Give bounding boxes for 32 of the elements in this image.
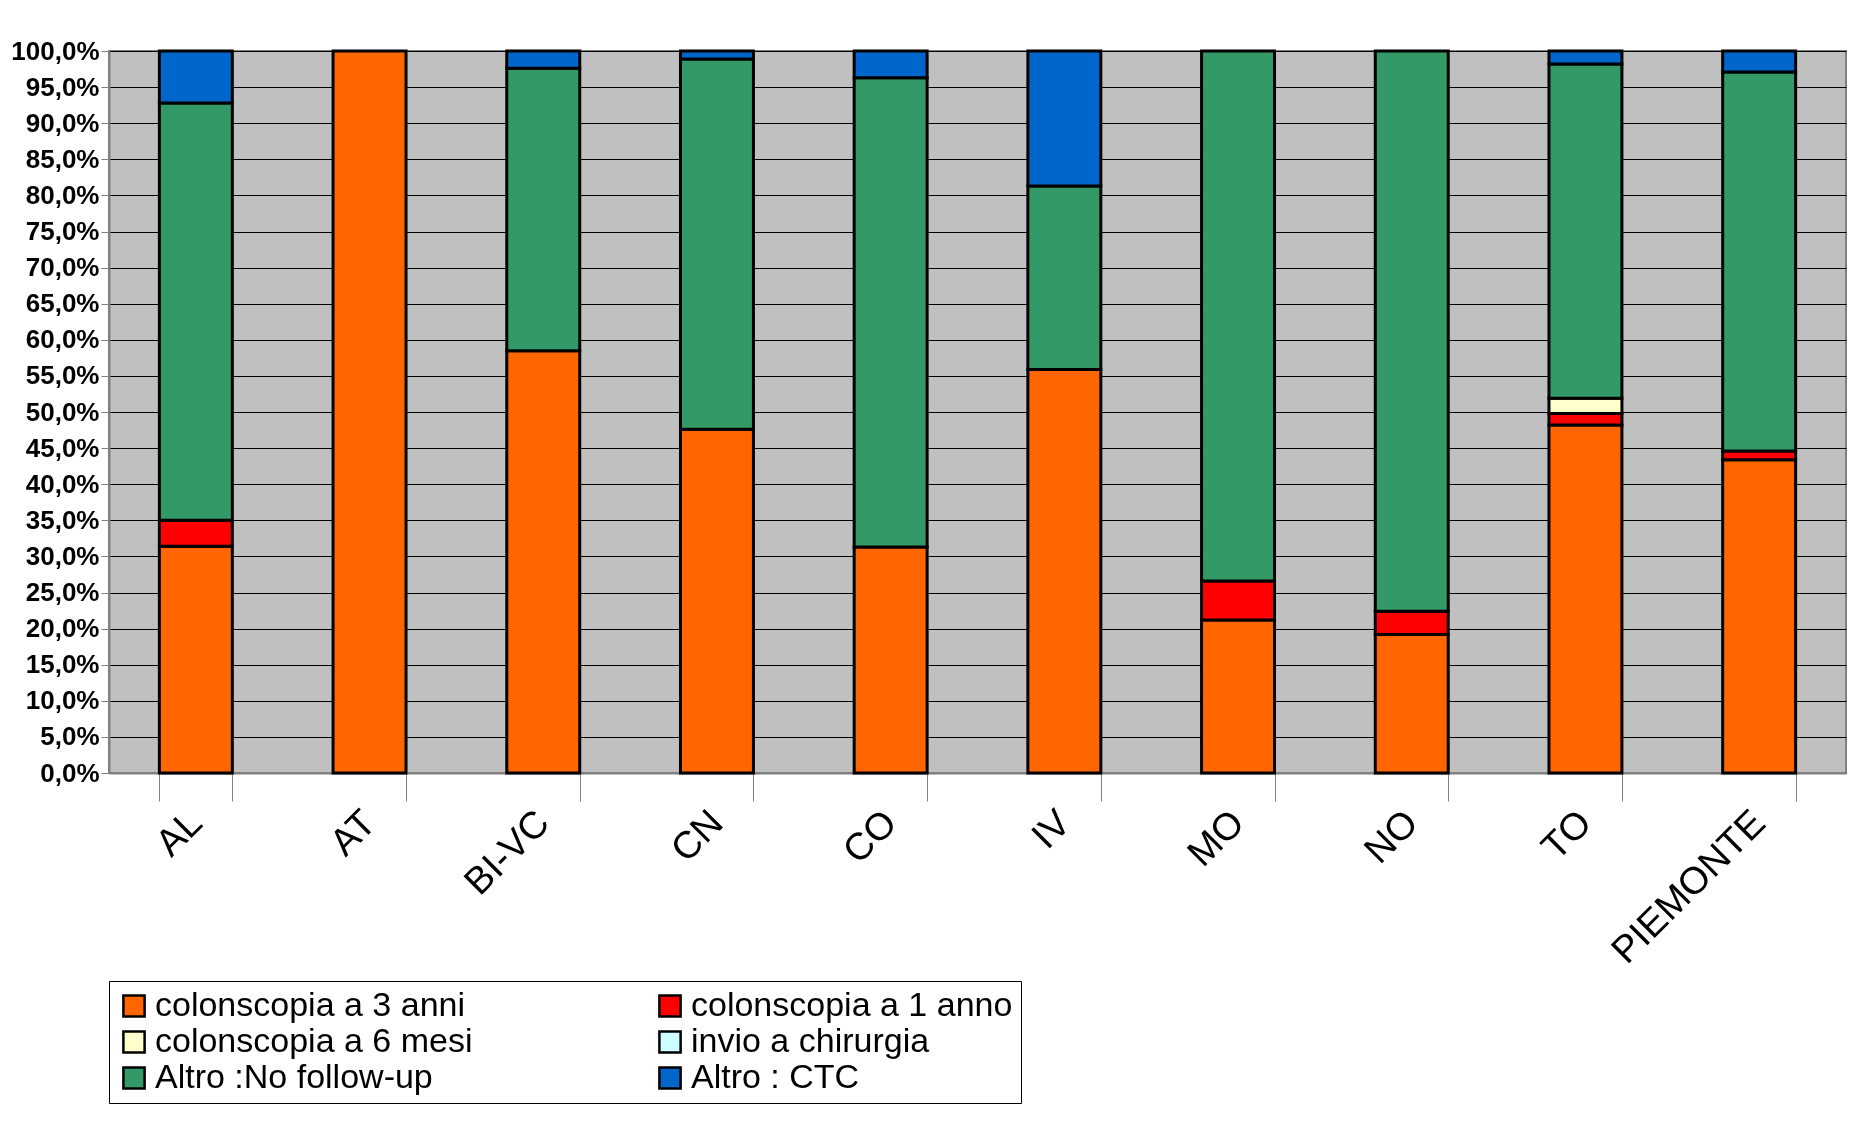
y-tick-label: 65,0% [25, 288, 100, 319]
x-tick-label: CN [662, 801, 731, 870]
y-tick-label: 35,0% [25, 504, 100, 535]
y-tick-label: 75,0% [25, 216, 100, 246]
y-tick-label: 25,0% [25, 577, 100, 607]
legend-label: colonscopia a 1 anno [691, 985, 1013, 1023]
y-tick-label: 45,0% [25, 432, 100, 463]
y-tick-label: 15,0% [25, 649, 100, 680]
x-tick-label: AT [321, 801, 384, 864]
y-tick-label: 95,0% [25, 71, 100, 102]
legend-label: Altro : CTC [691, 1057, 860, 1095]
y-tick-label: 60,0% [25, 324, 100, 355]
y-tick-label: 85,0% [25, 143, 100, 174]
x-tick-label: IV [1023, 800, 1079, 857]
x-tick-label: TO [1532, 801, 1600, 868]
y-tick-label: 10,0% [25, 685, 100, 716]
y-tick-label: 0,0% [40, 757, 100, 788]
x-tick-label: AL [147, 801, 210, 864]
legend-label: colonscopia a 3 anni [155, 985, 466, 1023]
y-tick-label: 90,0% [25, 107, 100, 138]
y-tick-label: 80,0% [25, 179, 100, 210]
x-tick-label: CO [834, 801, 905, 872]
y-tick-label: 55,0% [25, 360, 100, 391]
x-tick-label: MO [1179, 801, 1252, 875]
y-tick-label: 50,0% [25, 396, 100, 427]
y-tick-label: 5,0% [40, 721, 100, 752]
y-tick-label: 40,0% [25, 468, 100, 499]
y-tick-label: 70,0% [25, 252, 100, 283]
x-tick-label: NO [1355, 801, 1426, 872]
y-tick-label: 100,0% [11, 35, 100, 66]
y-tick-label: 30,0% [25, 540, 100, 571]
y-tick-label: 20,0% [25, 613, 100, 644]
